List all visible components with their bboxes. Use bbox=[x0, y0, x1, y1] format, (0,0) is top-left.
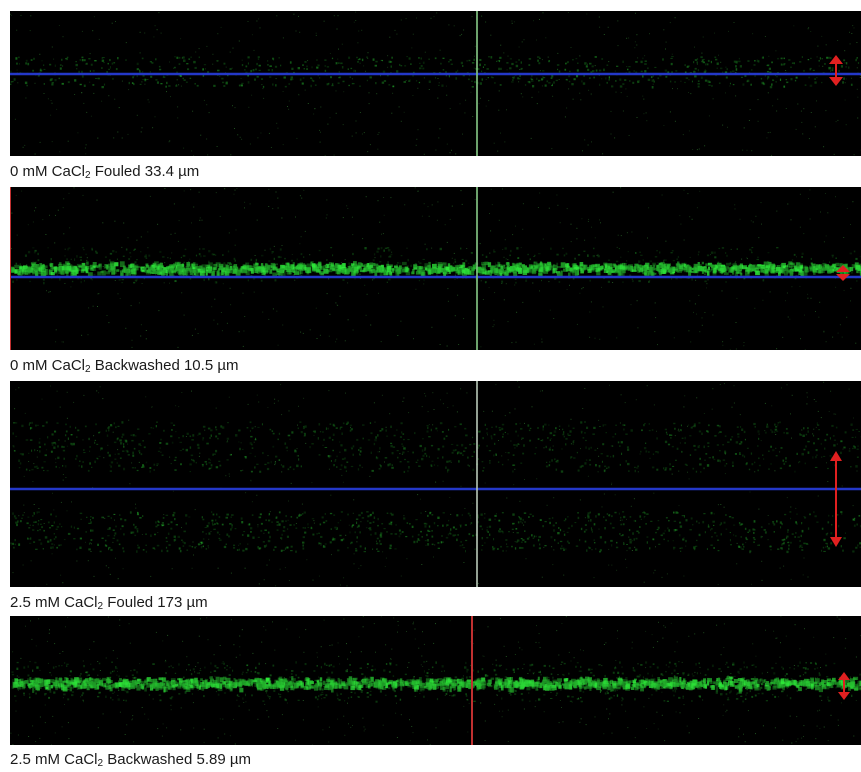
panel-25mm-fouled bbox=[10, 381, 861, 587]
caption-0mm-fouled: 0 mM CaCl2 Fouled 33.4 µm bbox=[10, 163, 200, 181]
panel-0mm-backwashed bbox=[10, 187, 861, 350]
microscopy-image-0mm-fouled bbox=[10, 11, 861, 156]
speckle-layer-upper bbox=[12, 421, 861, 473]
thickness-arrow-icon bbox=[829, 55, 843, 86]
dense-band-layer bbox=[10, 261, 861, 279]
thickness-arrow-icon bbox=[830, 451, 842, 547]
thickness-arrow-icon bbox=[838, 672, 850, 700]
panel-25mm-backwashed bbox=[10, 616, 861, 745]
caption-25mm-fouled: 2.5 mM CaCl2 Fouled 173 µm bbox=[10, 594, 208, 612]
caption-0mm-backwashed: 0 mM CaCl2 Backwashed 10.5 µm bbox=[10, 357, 239, 375]
speckle-layer-lower bbox=[10, 511, 861, 554]
microscopy-image-0mm-backwashed bbox=[10, 187, 861, 350]
microscopy-image-25mm-backwashed bbox=[10, 616, 861, 745]
caption-25mm-backwashed: 2.5 mM CaCl2 Backwashed 5.89 µm bbox=[10, 751, 251, 769]
microscopy-image-25mm-fouled bbox=[10, 381, 861, 587]
panel-0mm-fouled bbox=[10, 11, 861, 156]
dense-band-layer bbox=[11, 676, 861, 694]
thickness-arrow-icon bbox=[836, 265, 850, 281]
